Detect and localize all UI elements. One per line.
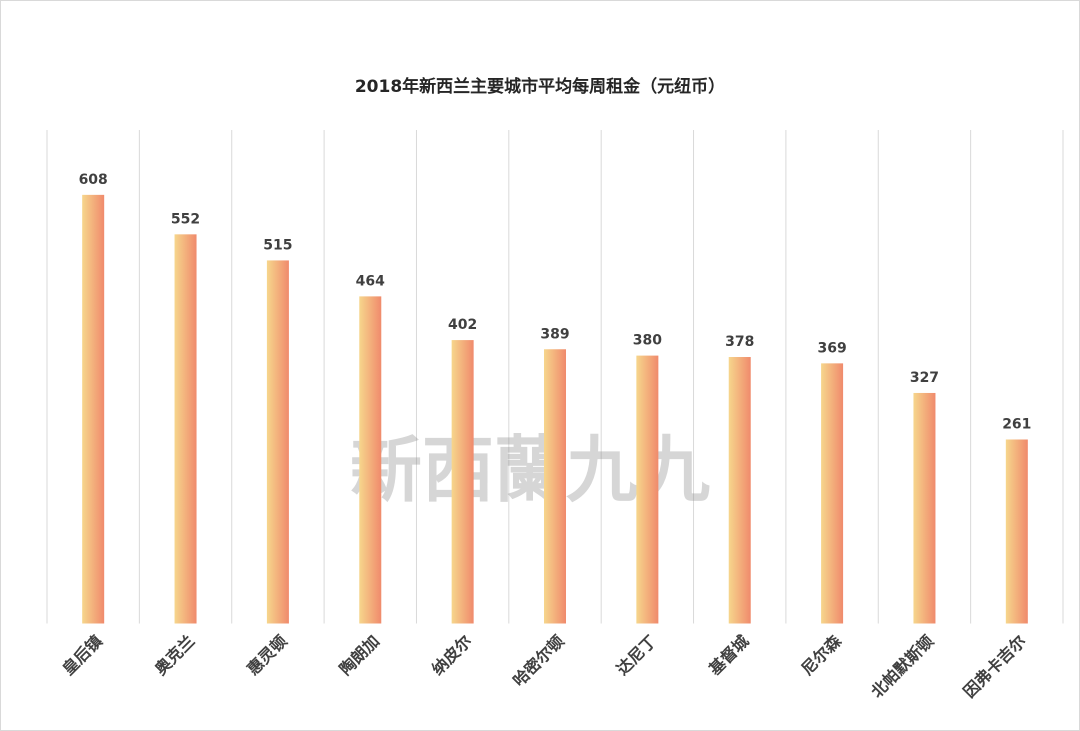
gridlines <box>46 130 1064 624</box>
bar-因弗卡吉尔 <box>1005 439 1028 624</box>
value-label: 380 <box>633 333 662 349</box>
value-label: 464 <box>356 273 385 289</box>
value-label: 515 <box>263 237 292 253</box>
value-labels: 608 552 515 464 402 389 380 378 369 327 261 <box>79 172 1032 433</box>
category-labels: 皇后镇 奥克兰 惠灵顿 陶朗加 纳皮尔 哈密尔顿 达尼丁 基督城 尼尔森 北帕默斯顿 因弗卡吉尔 <box>59 631 1030 702</box>
bar-北帕默斯顿 <box>913 392 936 624</box>
category-label: 达尼丁 <box>613 631 660 678</box>
bar-皇后镇 <box>82 194 105 624</box>
value-label: 389 <box>540 326 569 342</box>
value-label: 369 <box>817 340 846 356</box>
category-label: 奥克兰 <box>151 631 198 678</box>
value-label: 261 <box>1002 416 1031 432</box>
value-label: 552 <box>171 211 200 227</box>
bar-惠灵顿 <box>266 260 289 624</box>
category-label: 哈密尔顿 <box>509 631 568 690</box>
category-label: 皇后镇 <box>59 631 106 678</box>
bar-陶朗加 <box>359 296 382 624</box>
value-label: 402 <box>448 317 477 333</box>
bar-尼尔森 <box>821 363 844 624</box>
category-label: 因弗卡吉尔 <box>960 631 1030 701</box>
chart-title: 2018年新西兰主要城市平均每周租金（元纽币） <box>355 76 725 97</box>
category-label: 北帕默斯顿 <box>867 631 937 701</box>
category-label: 纳皮尔 <box>428 631 475 678</box>
value-label: 378 <box>725 334 754 350</box>
bars <box>82 194 1028 624</box>
bar-基督城 <box>728 357 751 624</box>
value-label: 608 <box>79 172 108 188</box>
value-label: 327 <box>910 370 939 386</box>
category-label: 惠灵顿 <box>243 631 290 678</box>
category-label: 陶朗加 <box>336 631 383 678</box>
bar-达尼丁 <box>636 355 659 624</box>
category-label: 基督城 <box>704 631 752 679</box>
bar-奥克兰 <box>174 234 197 624</box>
bar-纳皮尔 <box>451 340 474 624</box>
bar-哈密尔顿 <box>544 349 566 624</box>
category-label: 尼尔森 <box>798 631 846 679</box>
